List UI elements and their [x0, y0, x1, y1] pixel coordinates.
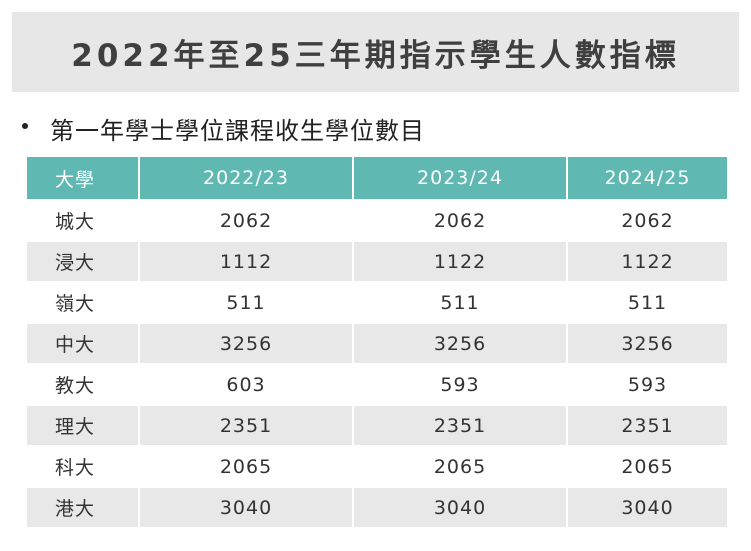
- cell-value: 1122: [353, 240, 568, 282]
- cell-value: 2062: [353, 199, 568, 241]
- cell-value: 2351: [139, 404, 354, 446]
- section-subtitle: 第一年學士學位課程收生學位數目: [50, 116, 425, 145]
- cell-value: 3040: [139, 486, 354, 527]
- cell-value: 511: [567, 281, 727, 323]
- page-title: 2022年至25三年期指示學生人數指標: [71, 37, 680, 74]
- table-row: 科大 2065 2065 2065: [27, 445, 727, 487]
- cell-value: 2351: [567, 404, 727, 446]
- table-header-row: 大學 2022/23 2023/24 2024/25: [27, 157, 727, 200]
- table-row: 城大 2062 2062 2062: [27, 199, 727, 241]
- table-row: 教大 603 593 593: [27, 363, 727, 405]
- cell-value: 2062: [567, 199, 727, 241]
- university-name: 浸大: [27, 240, 140, 282]
- table-row: 理大 2351 2351 2351: [27, 404, 727, 446]
- university-name: 城大: [27, 199, 140, 241]
- cell-value: 511: [353, 281, 568, 323]
- university-name: 港大: [27, 486, 140, 527]
- table-row: 嶺大 511 511 511: [27, 281, 727, 323]
- cell-value: 1122: [567, 240, 727, 282]
- cell-value: 511: [139, 281, 354, 323]
- cell-value: 2065: [139, 445, 354, 487]
- cell-value: 3256: [139, 322, 354, 364]
- university-name: 嶺大: [27, 281, 140, 323]
- cell-value: 2062: [139, 199, 354, 241]
- cell-value: 3040: [567, 486, 727, 527]
- cell-value: 2065: [567, 445, 727, 487]
- university-name: 科大: [27, 445, 140, 487]
- table-row: 港大 3040 3040 3040: [27, 486, 727, 527]
- cell-value: 603: [139, 363, 354, 405]
- bullet-icon: [22, 123, 28, 129]
- section-heading: 第一年學士學位課程收生學位數目: [22, 110, 425, 146]
- header-2022-23: 2022/23: [139, 157, 354, 200]
- header-university: 大學: [27, 157, 140, 200]
- cell-value: 593: [567, 363, 727, 405]
- cell-value: 3256: [567, 322, 727, 364]
- header-2024-25: 2024/25: [567, 157, 727, 200]
- table-row: 浸大 1112 1122 1122: [27, 240, 727, 282]
- university-name: 中大: [27, 322, 140, 364]
- university-name: 教大: [27, 363, 140, 405]
- university-name: 理大: [27, 404, 140, 446]
- table-row: 中大 3256 3256 3256: [27, 322, 727, 364]
- cell-value: 1112: [139, 240, 354, 282]
- cell-value: 593: [353, 363, 568, 405]
- header-2023-24: 2023/24: [353, 157, 568, 200]
- cell-value: 2065: [353, 445, 568, 487]
- title-banner: 2022年至25三年期指示學生人數指標: [12, 12, 739, 92]
- intake-table: 大學 2022/23 2023/24 2024/25 城大 2062 2062 …: [27, 157, 727, 527]
- cell-value: 2351: [353, 404, 568, 446]
- cell-value: 3256: [353, 322, 568, 364]
- cell-value: 3040: [353, 486, 568, 527]
